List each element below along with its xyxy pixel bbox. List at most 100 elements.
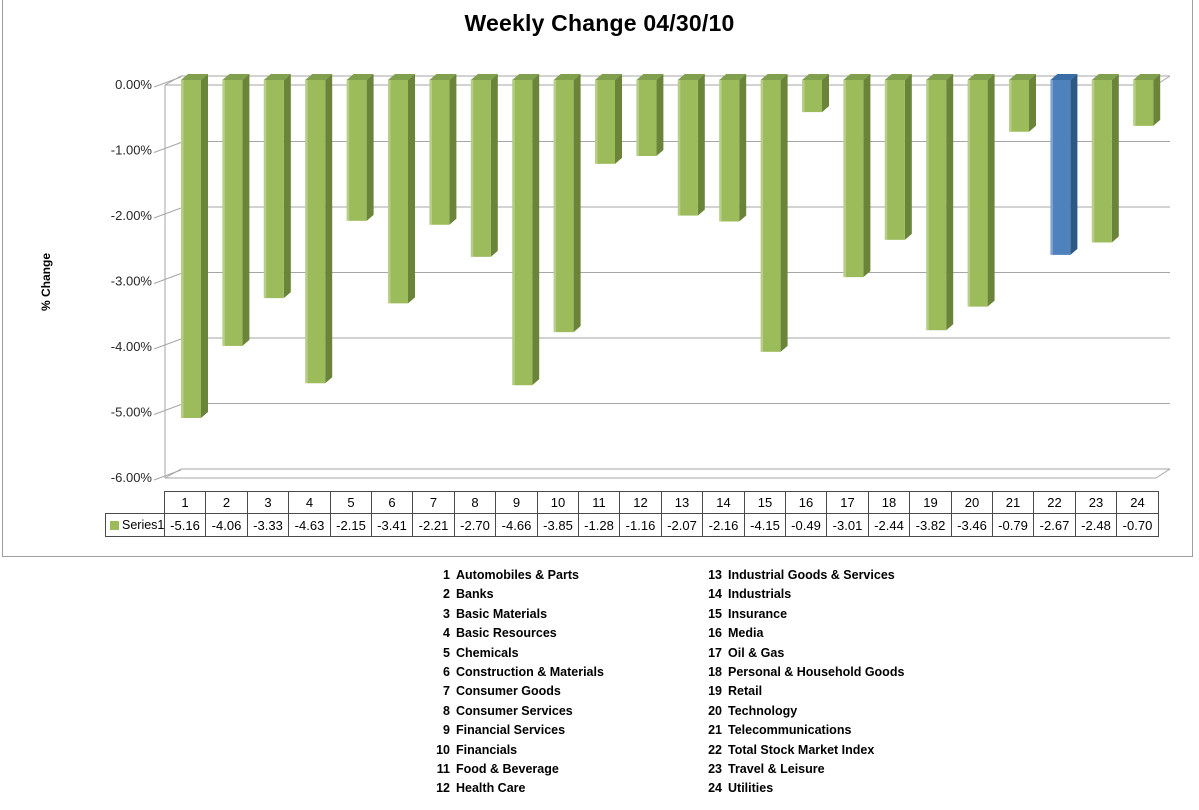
sector-name: Financial Services	[456, 723, 566, 738]
chart-title: Weekly Change 04/30/10	[464, 10, 735, 36]
value-cell: -0.70	[1116, 513, 1159, 537]
bar-24	[1133, 80, 1154, 126]
sector-number: 14	[708, 587, 722, 602]
floor-left-edge	[164, 468, 182, 479]
value-cell: -3.85	[537, 513, 579, 537]
bar-3-highlight	[263, 80, 267, 299]
category-cell: 8	[454, 491, 496, 514]
sector-number: 10	[436, 742, 450, 757]
sector-number: 8	[443, 703, 450, 718]
sector-name: Consumer Goods	[456, 684, 561, 699]
value-cell: -4.66	[495, 513, 538, 537]
sector-number: 20	[708, 703, 722, 718]
category-cell: 21	[992, 491, 1034, 514]
bar-17	[843, 80, 864, 278]
bar-13-side	[697, 74, 705, 216]
bar-13-highlight	[677, 80, 681, 216]
sector-name: Banks	[456, 587, 494, 602]
sector-legend-item: 16 Media	[700, 624, 904, 643]
sector-legend-item: 20 Technology	[700, 702, 904, 721]
sector-number: 11	[436, 762, 450, 777]
bar-22	[1050, 80, 1071, 255]
bar-21	[1009, 80, 1029, 132]
category-cell: 17	[826, 491, 869, 514]
bar-23-highlight	[1091, 80, 1095, 243]
sector-legend-item: 7 Consumer Goods	[430, 682, 604, 701]
sector-legend-item: 18 Personal & Household Goods	[700, 663, 904, 682]
sector-name: Health Care	[456, 781, 526, 796]
bar-13	[677, 80, 698, 216]
bar-5-highlight	[346, 80, 350, 221]
bar-19	[926, 80, 947, 331]
category-cell: 5	[330, 491, 372, 514]
value-cell: -0.49	[785, 513, 827, 537]
sector-name: Food & Beverage	[456, 762, 559, 777]
sector-legend-item: 1 Automobiles & Parts	[430, 566, 604, 585]
bar-12-highlight	[636, 80, 639, 156]
value-cell: -5.16	[164, 513, 206, 537]
sector-number: 21	[708, 723, 722, 738]
value-cell: -2.07	[661, 513, 703, 537]
bar-22-top	[1050, 74, 1078, 80]
value-cell: -3.46	[951, 513, 993, 537]
value-cell: -2.48	[1075, 513, 1117, 537]
category-cell: 14	[702, 491, 745, 514]
category-cell: 11	[578, 491, 620, 514]
bar-11-side	[615, 74, 622, 164]
sector-legend-item: 3 Basic Materials	[430, 605, 604, 624]
y-tick-label: -5.00%	[111, 405, 153, 420]
category-cell: 19	[909, 491, 952, 514]
bar-4-side	[325, 74, 333, 384]
value-cell: -3.82	[909, 513, 952, 537]
sector-legend-item: 22 Total Stock Market Index	[700, 741, 904, 760]
series-legend-cell: Series1	[105, 513, 165, 537]
category-cell: 3	[247, 491, 289, 514]
bar-14-side	[739, 74, 747, 222]
bar-19-top	[926, 74, 954, 80]
sector-legend-item: 21 Telecommunications	[700, 721, 904, 740]
sector-name: Industrial Goods & Services	[728, 568, 895, 582]
bar-15-top	[760, 74, 788, 80]
bar-20-top	[967, 74, 995, 80]
bar-17-highlight	[843, 80, 846, 278]
sector-legend-item: 23 Travel & Leisure	[700, 760, 904, 779]
sector-number: 24	[708, 781, 722, 796]
y-tick-label: -6.00%	[111, 470, 153, 485]
category-cell: 24	[1116, 491, 1159, 514]
sector-legend-item: 5 Chemicals	[430, 644, 604, 663]
bar-15-side	[780, 74, 788, 352]
bar-14	[719, 80, 740, 222]
bar-15-highlight	[760, 80, 764, 352]
category-cell: 2	[205, 491, 248, 514]
category-cell: 13	[661, 491, 703, 514]
bar-8	[470, 80, 491, 257]
sector-name: Total Stock Market Index	[728, 742, 875, 757]
bar-1-side	[201, 74, 208, 418]
bar-6-top	[388, 74, 415, 80]
sector-name: Basic Resources	[456, 626, 557, 641]
bar-11	[595, 80, 615, 164]
sector-legend-item: 11 Food & Beverage	[430, 760, 604, 779]
y-tick-label: 0.00%	[115, 77, 152, 92]
sector-name: Technology	[728, 703, 798, 718]
sector-number: 19	[708, 684, 722, 699]
bar-8-highlight	[470, 80, 474, 257]
sector-legend-item: 13 Industrial Goods & Services	[700, 566, 904, 585]
sector-legend-item: 4 Basic Resources	[430, 624, 604, 643]
category-cell: 16	[785, 491, 827, 514]
bar-7-side	[449, 74, 457, 225]
sector-name: Automobiles & Parts	[456, 568, 579, 582]
bar-16-highlight	[802, 80, 805, 113]
bar-10-top	[553, 74, 581, 80]
bar-2-side	[242, 74, 250, 346]
sector-number: 9	[443, 723, 450, 738]
bar-16-top	[802, 74, 829, 80]
value-cell: -3.01	[826, 513, 869, 537]
bar-20	[967, 80, 988, 307]
y-tick-label: -1.00%	[111, 143, 153, 158]
category-cell: 1	[164, 491, 206, 514]
sector-number: 22	[708, 742, 722, 757]
bar-7-highlight	[429, 80, 432, 225]
value-cell: -1.16	[619, 513, 662, 537]
sector-number: 17	[708, 645, 722, 660]
